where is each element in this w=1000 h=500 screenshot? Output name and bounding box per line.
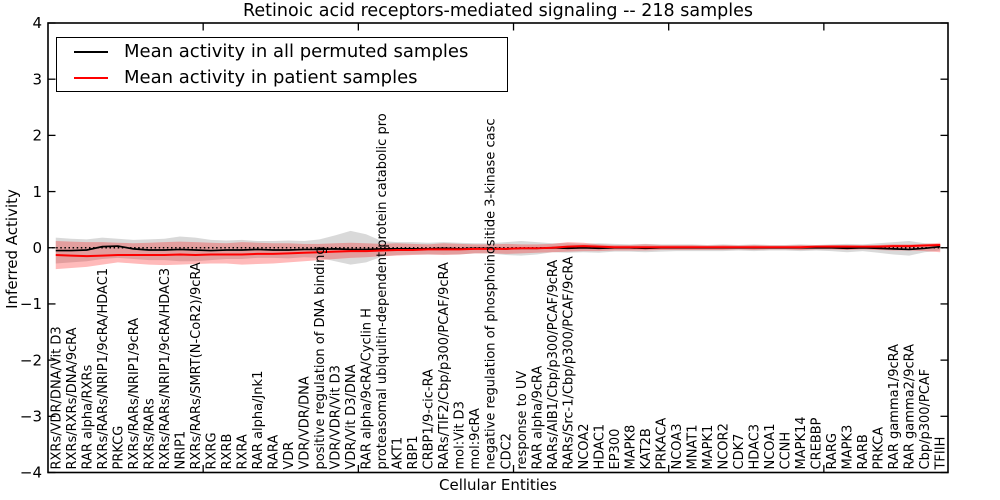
x-tick-label: positive regulation of DNA binding [313, 246, 328, 469]
x-tick-label: response to UV [515, 371, 530, 470]
x-tick-label: MAPK1 [701, 425, 716, 470]
x-tick-label: RXRG [204, 432, 219, 469]
permuted-line-swatch [74, 50, 108, 53]
x-tick-label: MNAT1 [685, 424, 700, 469]
x-tick-label: HDAC3 [748, 424, 763, 470]
x-tick-label: MAPK14 [794, 416, 809, 469]
chart-title: Retinoic acid receptors-mediated signali… [243, 1, 753, 21]
x-tick-label: CRBP1/9-cic-RA [422, 369, 437, 470]
x-tick-label: AKT1 [391, 437, 406, 470]
x-tick-label: RARs/TIF2/Cbp/p300/PCAF/9cRA [437, 262, 452, 469]
x-tick-label: Cbp/p300/PCAF [918, 369, 933, 470]
y-tick-label: 4 [32, 14, 42, 32]
x-tick-label: RARA [267, 435, 282, 470]
x-tick-label: MAPK3 [841, 425, 856, 470]
x-tick-label: NCOR2 [717, 423, 732, 469]
x-tick-label: EP300 [608, 429, 623, 470]
x-tick-labels: RXRs/VDR/DNA/Vit D3 RXRs/RXRs/DNA/9cRA RAR… [49, 113, 948, 470]
x-tick-label: negative regulation of phosphoinositide … [484, 119, 499, 470]
x-tick-label: KAT2B [639, 428, 654, 469]
x-tick-label: NRIP1 [173, 431, 188, 470]
x-tick-label: CCNH [779, 432, 794, 470]
x-tick-label: RXRs/RARs/NRIP1/9cRA [127, 318, 142, 470]
x-tick-label: RXRB [220, 434, 235, 470]
x-tick-label: NCOA3 [670, 424, 685, 470]
legend-label-permuted: Mean activity in all permuted samples [124, 40, 469, 62]
y-tick-label: 0 [32, 239, 42, 257]
y-tick-label: 2 [32, 127, 42, 145]
y-tick-label: −2 [20, 351, 42, 369]
x-tick-label: proteasomal ubiquitin-dependent protein … [375, 113, 390, 469]
x-tick-label: VDR/VDR/DNA [298, 376, 313, 469]
x-tick-label: PRKCA [872, 427, 887, 470]
legend-label-patient: Mean activity in patient samples [124, 66, 418, 88]
line-patient [55, 243, 941, 258]
x-tick-label: TFIIH [934, 437, 949, 471]
x-tick-label: RXRs/RARs/SMRT(N-CoR2)/9cRA [189, 262, 204, 469]
x-tick-label: RAR alpha/9cRA [530, 366, 545, 470]
y-tick-label: −1 [20, 295, 42, 313]
y-tick-label: −3 [20, 408, 42, 426]
x-tick-label: RAR gamma1/9cRA [887, 344, 902, 470]
x-tick-label: NCOA1 [763, 424, 778, 470]
x-tick-label: RXRs/RARs [142, 398, 157, 470]
x-axis-label: Cellular Entities [439, 476, 557, 494]
x-tick-label: RAR alpha/9cRA/Cyclin H [360, 308, 375, 469]
legend-box: Mean activity in all permuted samples Me… [56, 37, 508, 92]
x-tick-label: VDR/Vit D3/DNA [344, 364, 359, 469]
x-tick-label: VDR [282, 442, 297, 470]
x-tick-label: CDC2 [499, 433, 514, 469]
x-tick-label: RARG [825, 433, 840, 470]
x-tick-label: HDAC1 [592, 424, 607, 470]
x-tick-label: VDR/VDR/Vit D3 [329, 365, 344, 469]
x-tick-label: PRKACA [654, 418, 669, 470]
x-tick-label: CDK7 [732, 434, 747, 470]
x-tick-label: RXRs/RARs/NRIP1/9cRA/HDAC1 [96, 268, 111, 470]
y-tick-label: 1 [32, 183, 42, 201]
x-tick-label: RXRs/RARs/NRIP1/9cRA/HDAC3 [158, 268, 173, 470]
x-tick-label: RXRA [235, 434, 250, 469]
x-tick-label: RAR alpha/Jnk1 [251, 371, 266, 470]
y-tick-label: −4 [20, 464, 42, 482]
axis-ticks: −4 −3 −2 −1 0 1 2 3 4 [20, 14, 948, 482]
x-tick-label: PRKCG [111, 426, 126, 470]
x-tick-label: NCOA2 [577, 424, 592, 470]
x-tick-label: RARs/Src-1/Cbp/p300/PCAF/9cRA [561, 256, 576, 469]
patient-line-swatch [74, 76, 108, 79]
x-tick-label: RXRs/RXRs/DNA/9cRA [65, 327, 80, 469]
legend-item-patient: Mean activity in patient samples [57, 65, 507, 90]
y-tick-label: 3 [32, 70, 42, 88]
x-tick-label: mol:Vit D3 [453, 401, 468, 469]
x-tick-label: RARs/AIB1/Cbp/p300/PCAF/9cRA [546, 260, 561, 470]
x-tick-label: RAR gamma2/9cRA [903, 344, 918, 470]
x-tick-label: RAR alpha/RXRs [80, 365, 95, 470]
x-tick-label: CREBBP [810, 417, 825, 469]
x-tick-label: RXRs/VDR/DNA/Vit D3 [49, 326, 64, 469]
x-tick-label: mol:9cRA [468, 408, 483, 470]
legend-item-permuted: Mean activity in all permuted samples [57, 39, 507, 64]
x-tick-label: RBP1 [406, 435, 421, 469]
x-tick-label: MAPK8 [623, 425, 638, 470]
x-tick-label: RARB [856, 434, 871, 469]
